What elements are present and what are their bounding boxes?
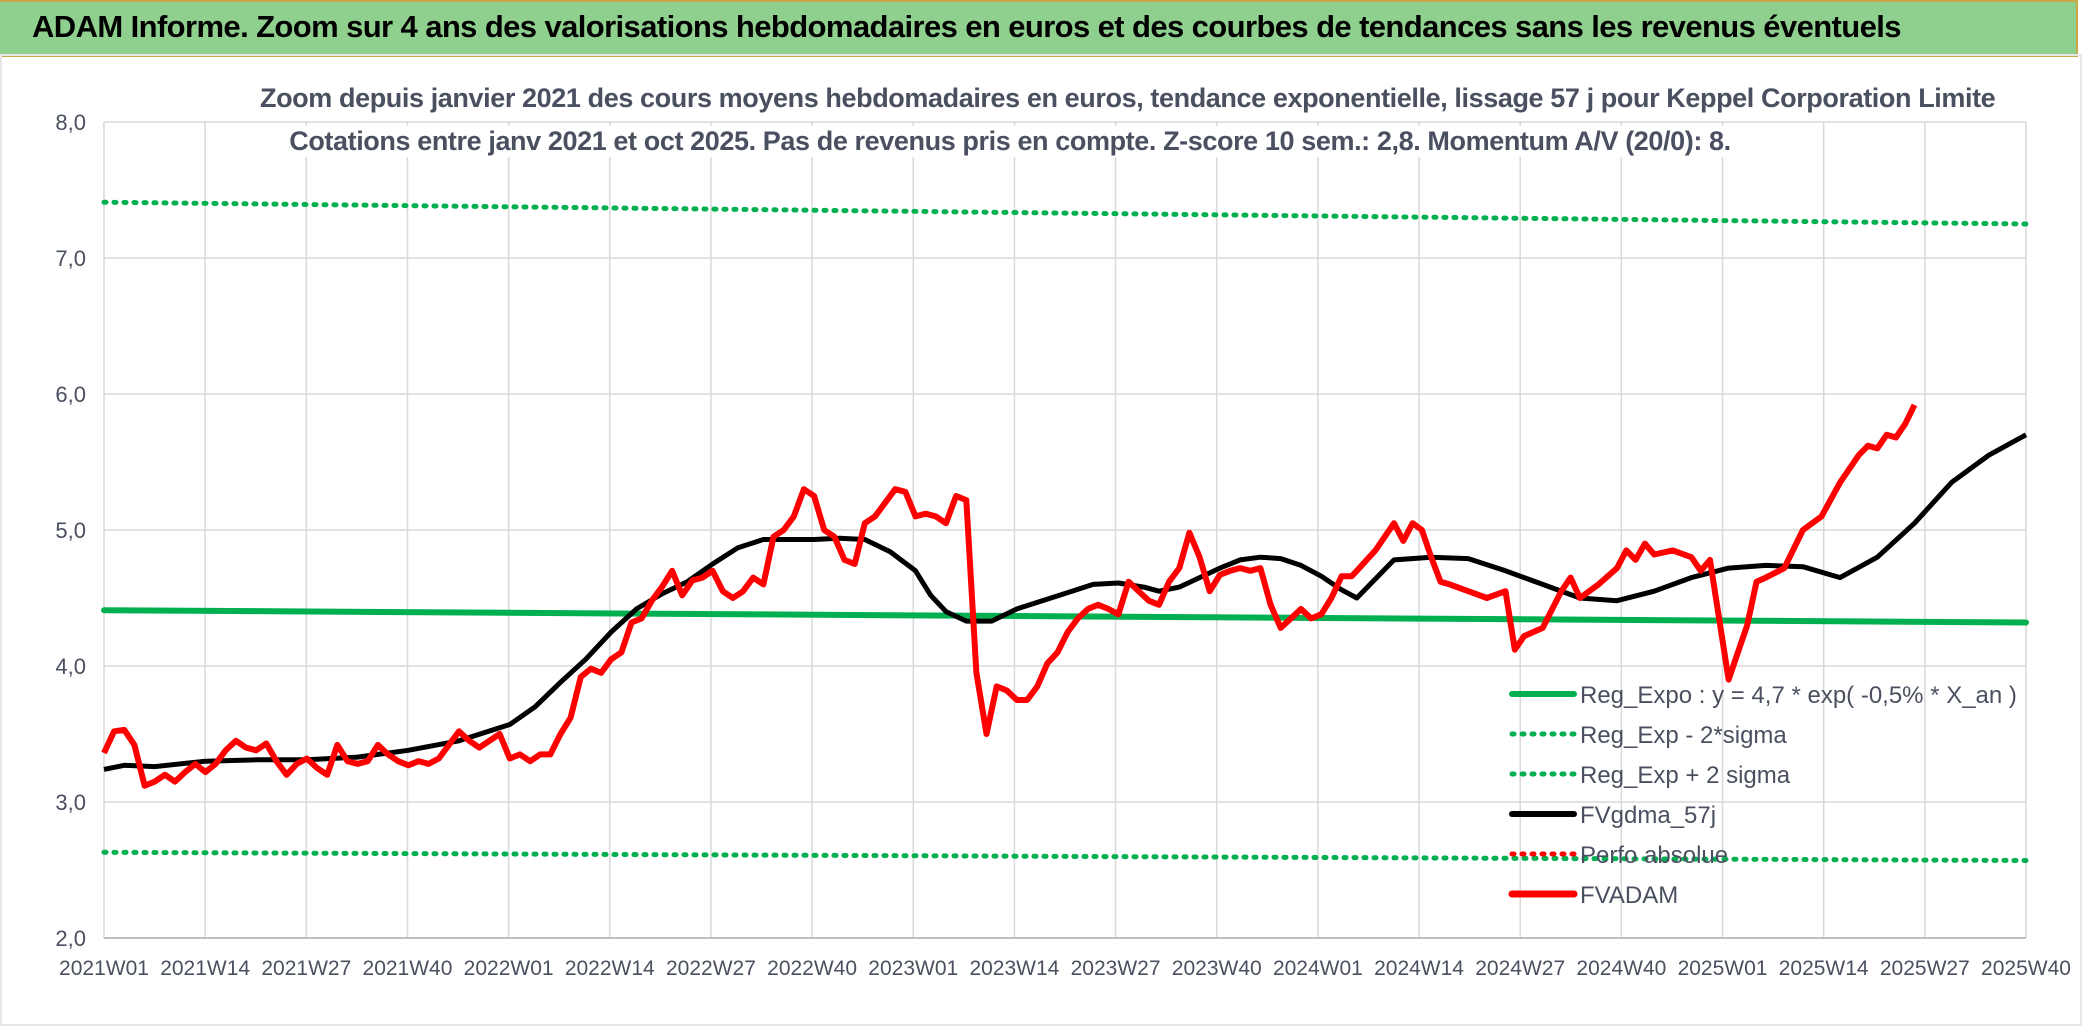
chart-title: Zoom depuis janvier 2021 des cours moyen… <box>260 83 1996 114</box>
chart-frame <box>0 54 2082 1026</box>
x-tick-label: 2021W14 <box>160 957 250 980</box>
y-tick-label: 6,0 <box>55 382 86 407</box>
x-tick-label: 2021W27 <box>261 957 351 980</box>
regression-trend-line <box>101 607 2029 626</box>
x-tick-label: 2021W40 <box>363 957 453 980</box>
x-tick-label: 2024W01 <box>1273 957 1363 980</box>
fvgdma-57j-line <box>103 432 2028 772</box>
legend-label: Perfo absolue <box>1580 842 1728 869</box>
regression-band-line <box>101 199 2029 227</box>
series-lines <box>101 199 2029 863</box>
y-tick-label: 2,0 <box>55 926 86 951</box>
x-tick-label: 2024W14 <box>1374 957 1464 980</box>
grid-lines <box>103 121 2027 939</box>
x-tick-label: 2022W27 <box>666 957 756 980</box>
regression-band-line <box>101 849 2029 863</box>
x-tick-label: 2025W01 <box>1678 957 1768 980</box>
x-tick-label: 2025W27 <box>1880 957 1970 980</box>
y-tick-label: 7,0 <box>55 246 86 271</box>
x-tick-label: 2023W40 <box>1172 957 1262 980</box>
legend-label: FVgdma_57j <box>1580 802 1716 829</box>
report-banner: ADAM Informe. Zoom sur 4 ans des valoris… <box>0 0 2078 57</box>
x-tick-label: 2021W01 <box>59 957 149 980</box>
x-tick-label: 2024W27 <box>1475 957 1565 980</box>
x-tick-label: 2024W40 <box>1576 957 1666 980</box>
y-axis-ticks: 2,0 3,0 4,0 5,0 6,0 7,0 8,0 <box>55 110 86 951</box>
legend-label: Reg_Exp + 2 sigma <box>1580 762 1791 789</box>
x-tick-label: 2022W14 <box>565 957 655 980</box>
x-tick-label: 2022W01 <box>464 957 554 980</box>
y-tick-label: 5,0 <box>55 518 86 543</box>
fvadam-line <box>101 403 1918 789</box>
legend-label: Reg_Expo : y = 4,7 * exp( -0,5% * X_an ) <box>1580 682 2017 709</box>
x-axis-ticks: 2021W01 2021W14 2021W27 2021W40 2022W01 2022W… <box>59 957 2071 980</box>
x-tick-label: 2025W40 <box>1981 957 2071 980</box>
x-tick-label: 2023W01 <box>868 957 958 980</box>
y-tick-label: 4,0 <box>55 654 86 679</box>
banner-title: ADAM Informe. Zoom sur 4 ans des valoris… <box>32 9 1902 44</box>
x-tick-label: 2023W27 <box>1071 957 1161 980</box>
chart-legend: Reg_Expo : y = 4,7 * exp( -0,5% * X_an )… <box>1508 682 2017 909</box>
y-tick-label: 8,0 <box>55 110 86 135</box>
y-tick-label: 3,0 <box>55 790 86 815</box>
legend-label: Reg_Exp - 2*sigma <box>1580 722 1787 749</box>
x-tick-label: 2023W14 <box>969 957 1059 980</box>
x-tick-label: 2022W40 <box>767 957 857 980</box>
legend-label: FVADAM <box>1580 882 1678 909</box>
x-tick-label: 2025W14 <box>1779 957 1869 980</box>
chart-subtitle: Cotations entre janv 2021 et oct 2025. P… <box>260 126 1760 157</box>
